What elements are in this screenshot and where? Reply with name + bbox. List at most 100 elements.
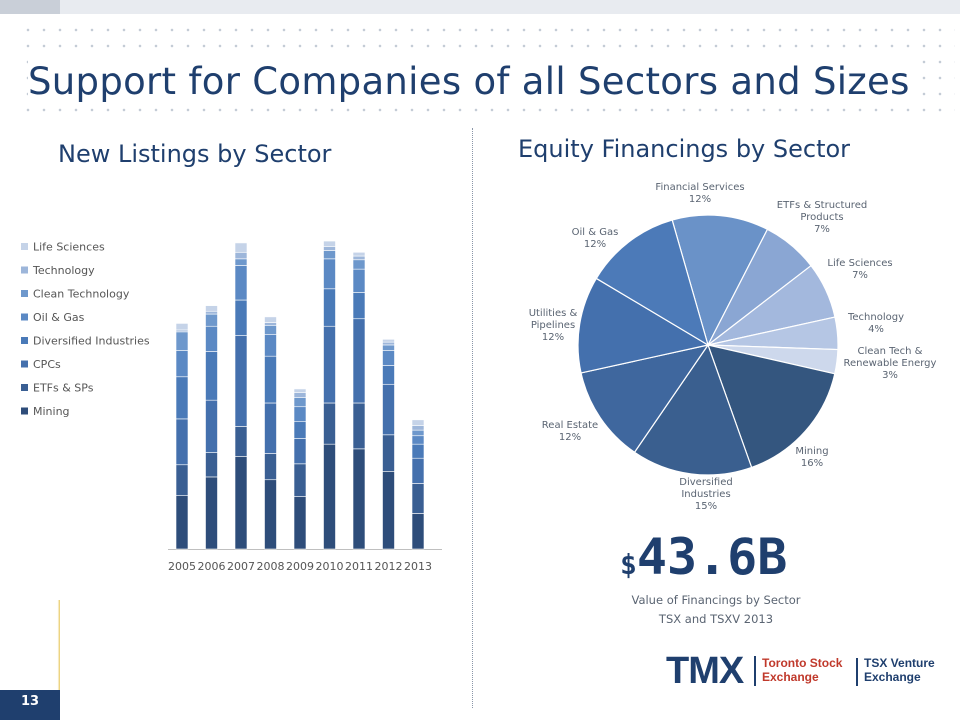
x-tick-label: 2009 (286, 560, 314, 573)
bar-segment-clean-technology-2013 (411, 429, 425, 437)
bar-segment-oil-gas-2006 (205, 325, 218, 352)
tsx-label: Toronto Stock Exchange (762, 656, 842, 684)
legend-label: Oil & Gas (33, 311, 85, 324)
bar-segment-mining-2005 (175, 495, 189, 550)
bar-segment-etfs-sps-2006 (205, 452, 218, 478)
bar-segment-oil-gas-2008 (264, 334, 277, 357)
bar-segment-mining-2009 (293, 496, 307, 550)
pie-label: Financial Services (655, 182, 744, 193)
x-tick-label: 2010 (316, 560, 344, 573)
pie-label: Industries (681, 489, 730, 500)
bar-segment-etfs-sps-2010 (323, 402, 336, 445)
legend-label: Mining (33, 405, 70, 418)
bar-segment-oil-gas-2011 (352, 268, 366, 293)
bar-segment-cpcs-2005 (175, 418, 189, 466)
bar-segment-life-sciences-2009 (293, 388, 307, 393)
bar-segment-diversified-industries-2012 (382, 365, 395, 385)
bar-segment-mining-2008 (264, 479, 277, 550)
bar-segment-mining-2007 (234, 456, 248, 550)
bar-segment-clean-technology-2007 (234, 258, 248, 266)
pie-value-label: 16% (801, 458, 823, 469)
legend-swatch (21, 313, 28, 321)
pie-label: Renewable Energy (844, 358, 937, 369)
pie-label: Utilities & (529, 308, 578, 319)
pie-value-label: 7% (814, 224, 830, 235)
bar-segment-technology-2009 (293, 392, 307, 398)
bar-segment-oil-gas-2005 (175, 350, 189, 378)
pie-value-label: 7% (852, 270, 868, 281)
left-accent (0, 600, 60, 690)
bar-segment-life-sciences-2011 (352, 251, 366, 257)
bar-chart-title: New Listings by Sector (58, 140, 332, 168)
pie-label: Technology (847, 312, 904, 323)
bar-segment-life-sciences-2007 (234, 242, 248, 253)
tsxv-label: TSX Venture Exchange (864, 656, 935, 684)
x-tick-label: 2007 (227, 560, 255, 573)
bar-segment-oil-gas-2013 (411, 435, 425, 445)
logo-divider-1 (754, 656, 756, 686)
bar-segment-life-sciences-2013 (411, 419, 425, 426)
section-divider (472, 128, 473, 708)
tsxv-label-line-1: TSX Venture (864, 656, 935, 670)
bar-segment-clean-technology-2005 (175, 331, 189, 351)
pie-label: Pipelines (531, 320, 575, 331)
bar-segment-diversified-industries-2011 (352, 292, 366, 320)
pie-slice-mining (707, 344, 836, 469)
bar-segment-clean-technology-2008 (264, 324, 277, 335)
bar-segment-mining-2013 (411, 513, 425, 550)
bar-segment-oil-gas-2010 (323, 258, 336, 290)
tsx-label-line-1: Toronto Stock (762, 656, 843, 670)
legend-swatch (21, 407, 28, 415)
legend-swatch (21, 290, 28, 297)
pie-value-label: 4% (868, 324, 884, 335)
logo-divider-2 (856, 658, 858, 686)
pie-value-label: 12% (584, 239, 606, 250)
financing-caption: Value of Financings by Sector TSX and TS… (606, 591, 826, 629)
bar-segment-life-sciences-2010 (323, 240, 336, 247)
tsxv-label-line-2: Exchange (864, 670, 921, 684)
bar-segment-diversified-industries-2007 (234, 299, 248, 336)
pie-label: Real Estate (542, 420, 598, 431)
bar-segment-etfs-sps-2012 (382, 434, 395, 472)
bar-segment-diversified-industries-2009 (293, 421, 307, 439)
bar-segment-life-sciences-2006 (205, 305, 218, 312)
legend-label: CPCs (33, 358, 61, 371)
legend-swatch (21, 337, 28, 344)
legend-swatch (21, 360, 28, 368)
x-tick-label: 2012 (375, 560, 403, 573)
x-tick-label: 2005 (168, 560, 196, 573)
bar-segment-life-sciences-2008 (264, 316, 277, 323)
currency-symbol: $ (620, 548, 637, 581)
bar-segment-cpcs-2009 (293, 438, 307, 465)
bar-segment-oil-gas-2007 (234, 265, 248, 301)
pie-slice-diversified-industries (633, 343, 753, 476)
tmx-logo: TMX Toronto Stock Exchange TSX Venture E… (666, 650, 936, 694)
bar-segment-life-sciences-2005 (175, 323, 189, 331)
bar-segment-technology-2010 (323, 246, 336, 251)
legend-label: ETFs & SPs (33, 382, 94, 395)
pie-value-label: 15% (695, 501, 717, 512)
pie-label: Life Sciences (827, 258, 892, 269)
tsx-label-line-2: Exchange (762, 670, 819, 684)
page-number: 13 (0, 690, 60, 720)
bar-segment-etfs-sps-2008 (264, 453, 277, 481)
pie-label: Products (800, 212, 843, 223)
top-band (0, 0, 960, 14)
top-accent (0, 0, 60, 14)
legend-swatch (21, 243, 28, 250)
bar-segment-etfs-sps-2011 (352, 402, 366, 450)
bar-segment-life-sciences-2012 (382, 339, 395, 343)
slide-title: Support for Companies of all Sectors and… (28, 60, 916, 103)
pie-label: Clean Tech & (858, 346, 923, 357)
bar-segment-technology-2006 (205, 310, 218, 315)
bar-segment-etfs-sps-2013 (411, 483, 425, 514)
pie-label: Diversified (679, 477, 732, 488)
bar-segment-clean-technology-2012 (382, 344, 395, 351)
tmx-wordmark: TMX (666, 650, 744, 692)
pie-slice-oil-gas (595, 219, 709, 347)
bar-segment-clean-technology-2010 (323, 250, 336, 260)
pie-label: Mining (795, 446, 828, 457)
bar-segment-technology-2012 (382, 341, 395, 346)
x-tick-label: 2008 (257, 560, 285, 573)
bar-segment-technology-2011 (352, 255, 366, 261)
